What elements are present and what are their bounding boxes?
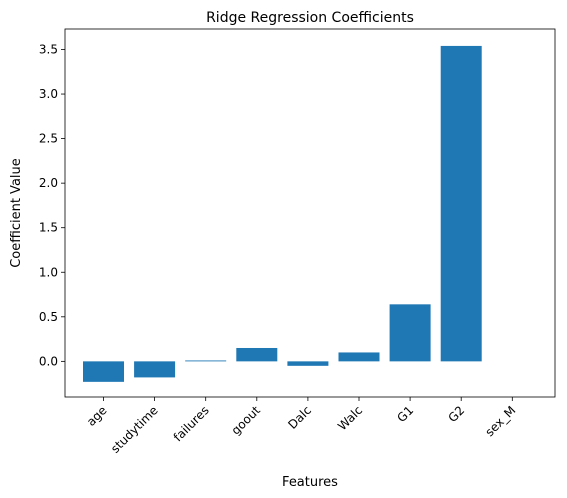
bar-age	[83, 361, 124, 382]
y-tick-label: 2.5	[39, 132, 58, 146]
y-tick-label: 3.0	[39, 87, 58, 101]
x-tick-label: age	[84, 403, 110, 429]
y-tick-label: 1.5	[39, 221, 58, 235]
plot-frame	[64, 28, 556, 398]
y-tick-label: 1.0	[39, 265, 58, 279]
x-tick-label: G1	[394, 403, 416, 425]
bar-goout	[236, 347, 278, 362]
y-tick-label: 2.0	[39, 176, 58, 190]
bars-layer	[83, 45, 482, 382]
x-tick-label: failures	[171, 403, 212, 444]
x-tick-label: G2	[445, 403, 467, 425]
y-tick-label: 3.5	[39, 42, 58, 56]
x-tick-label: goout	[229, 403, 264, 438]
x-tick-label: sex_M	[482, 403, 518, 439]
bar-studytime	[134, 361, 176, 378]
x-tick-label: studytime	[108, 403, 161, 456]
bar-G1	[389, 304, 431, 362]
bar-failures	[185, 360, 227, 362]
y-axis: 0.0 0.5 1.0 1.5 2.0 2.5 3.0 3.5	[39, 42, 65, 368]
x-tick-label: Dalc	[285, 403, 314, 432]
y-tick-label: 0.0	[39, 354, 58, 368]
bar-Dalc	[287, 361, 329, 366]
y-axis-label: Coefficient Value	[9, 158, 24, 268]
y-tick-label: 0.5	[39, 310, 58, 324]
x-axis-label: Features	[282, 475, 338, 490]
bar-G2	[440, 45, 482, 362]
bar-Walc	[338, 352, 380, 362]
x-tick-label: Walc	[335, 403, 365, 433]
chart-title: Ridge Regression Coefficients	[206, 10, 414, 26]
